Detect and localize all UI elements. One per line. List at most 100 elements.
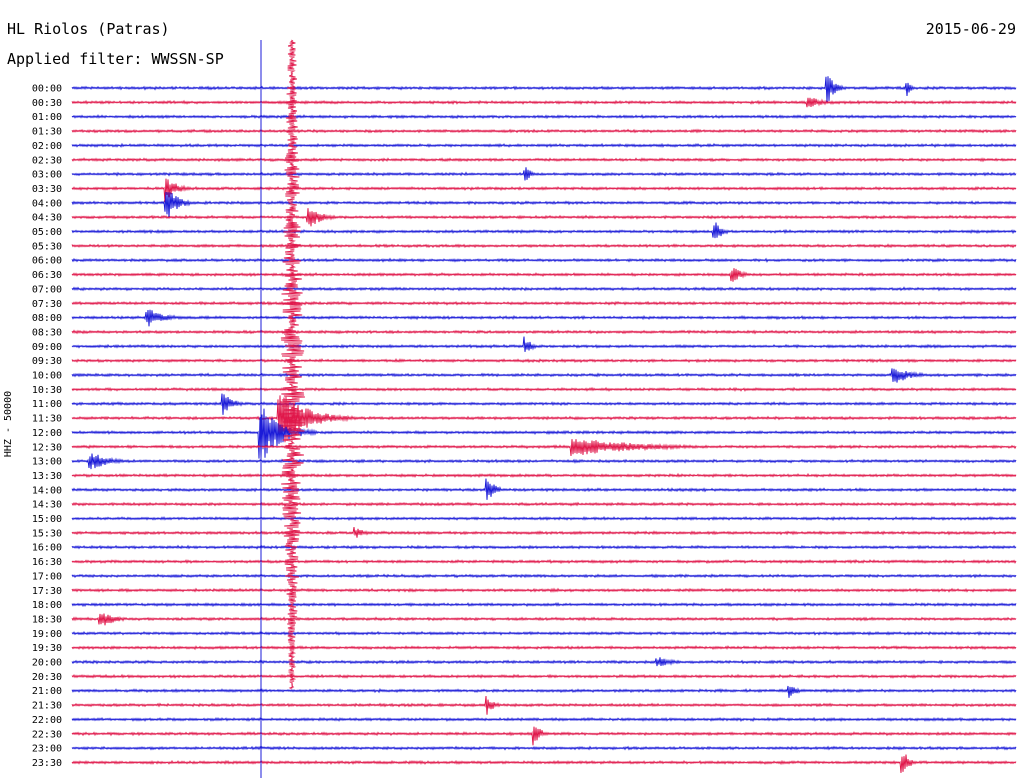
row-time-label: 01:30 [32, 127, 62, 138]
row-time-label: 13:00 [32, 457, 62, 468]
trace-row [71, 300, 1017, 306]
trace-row [71, 142, 1017, 148]
trace-row [71, 76, 1017, 103]
trace-row [71, 453, 1017, 470]
filter-label: Applied filter: WWSSN-SP [7, 50, 224, 68]
row-time-label: 17:00 [32, 571, 62, 582]
row-time-label: 21:00 [32, 686, 62, 697]
trace-row [71, 726, 1017, 746]
trace-row [71, 395, 1017, 443]
row-time-label: 11:30 [32, 414, 62, 425]
trace-row [71, 157, 1017, 163]
row-time-label: 14:30 [32, 500, 62, 511]
trace-row [71, 386, 1017, 392]
trace-row [71, 673, 1017, 679]
trace-row [71, 630, 1017, 636]
trace-row [71, 114, 1017, 120]
trace-row [71, 716, 1017, 723]
row-time-label: 00:00 [32, 84, 62, 95]
trace-row [71, 97, 1017, 108]
row-time-label: 21:30 [32, 701, 62, 712]
row-time-label: 12:00 [32, 428, 62, 439]
row-time-label: 23:00 [32, 744, 62, 755]
row-time-label: 08:30 [32, 327, 62, 338]
row-time-label: 19:00 [32, 629, 62, 640]
row-time-label: 05:30 [32, 241, 62, 252]
trace-row [71, 309, 1017, 327]
trace-row [71, 573, 1017, 579]
row-time-label: 19:30 [32, 643, 62, 654]
trace-row [71, 439, 1017, 457]
major-event-trace [279, 39, 306, 690]
trace-row [71, 544, 1017, 550]
trace-row [71, 329, 1017, 335]
row-time-label: 04:00 [32, 198, 62, 209]
trace-row [71, 754, 1017, 773]
trace-row [71, 286, 1017, 292]
row-time-label: 18:00 [32, 600, 62, 611]
trace-row [71, 408, 1017, 459]
row-time-label: 10:00 [32, 371, 62, 382]
row-time-label: 11:00 [32, 399, 62, 410]
plot-date: 2015-06-29 [925, 20, 1016, 38]
station-title: HL Riolos (Patras) [7, 20, 170, 38]
trace-row [71, 357, 1017, 364]
trace-row [71, 501, 1017, 507]
row-time-label: 00:30 [32, 98, 62, 109]
row-time-label: 15:00 [32, 514, 62, 525]
trace-row [71, 645, 1017, 651]
trace-row [71, 558, 1017, 565]
row-time-label: 06:00 [32, 256, 62, 267]
row-time-label: 22:30 [32, 729, 62, 740]
row-time-label: 07:30 [32, 299, 62, 310]
row-time-label: 01:00 [32, 112, 62, 123]
trace-row [71, 685, 1017, 698]
row-time-label: 04:30 [32, 213, 62, 224]
row-time-label: 10:30 [32, 385, 62, 396]
trace-row [71, 478, 1017, 500]
trace-row [71, 695, 1017, 715]
row-time-label: 12:30 [32, 442, 62, 453]
row-time-label: 03:00 [32, 170, 62, 181]
trace-row [71, 587, 1017, 593]
row-time-label: 23:30 [32, 758, 62, 769]
row-time-label: 18:30 [32, 614, 62, 625]
trace-row [71, 167, 1017, 181]
row-time-label: 20:00 [32, 658, 62, 669]
trace-row [71, 208, 1017, 227]
row-time-label: 02:00 [32, 141, 62, 152]
trace-row [71, 336, 1017, 352]
row-time-label: 07:00 [32, 284, 62, 295]
row-time-label: 02:30 [32, 155, 62, 166]
row-time-label: 06:30 [32, 270, 62, 281]
trace-row [71, 657, 1017, 667]
row-time-label: 16:30 [32, 557, 62, 568]
major-event-burst [279, 39, 306, 690]
trace-row [71, 128, 1017, 134]
row-time-label: 09:30 [32, 356, 62, 367]
trace-row [71, 243, 1017, 249]
row-time-label: 20:30 [32, 672, 62, 683]
row-time-label: 22:00 [32, 715, 62, 726]
row-time-label: 13:30 [32, 471, 62, 482]
row-time-label: 14:00 [32, 485, 62, 496]
trace-row [71, 178, 1017, 203]
row-time-label: 15:30 [32, 528, 62, 539]
row-time-label: 17:30 [32, 586, 62, 597]
trace-row [71, 191, 1017, 219]
row-time-label: 05:00 [32, 227, 62, 238]
row-time-label: 16:00 [32, 543, 62, 554]
trace-row [71, 613, 1017, 626]
row-time-label: 09:00 [32, 342, 62, 353]
trace-row [71, 257, 1017, 263]
row-time-label: 03:30 [32, 184, 62, 195]
trace-row [71, 527, 1017, 538]
trace-row [71, 745, 1017, 751]
trace-row [71, 515, 1017, 522]
trace-row [71, 602, 1017, 608]
trace-row [71, 393, 1017, 415]
trace-row [71, 368, 1017, 383]
trace-row [71, 268, 1017, 282]
row-time-label: 08:00 [32, 313, 62, 324]
